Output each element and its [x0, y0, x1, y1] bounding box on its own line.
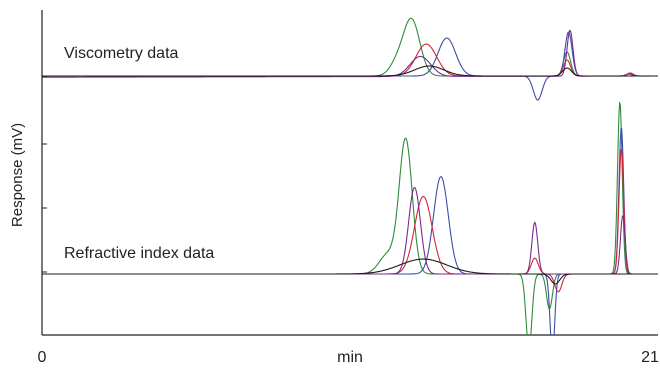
series-layer [42, 17, 658, 335]
x-tick-label-end: 21 [641, 349, 659, 366]
series-line [42, 258, 658, 285]
axes [41, 10, 658, 336]
x-axis-label: min [337, 349, 363, 366]
panel-refractive-index [42, 102, 658, 335]
annotation-refractive-index: Refractive index data [64, 245, 214, 262]
series-line [42, 149, 658, 293]
series-line [42, 31, 658, 101]
y-axis-label: Response (mV) [9, 123, 26, 227]
series-line [42, 102, 658, 335]
series-line [42, 127, 658, 335]
panel-viscometry [42, 17, 658, 101]
annotation-viscometry: Viscometry data [64, 45, 179, 62]
series-line [42, 65, 658, 77]
x-tick-label-start: 0 [38, 349, 47, 366]
